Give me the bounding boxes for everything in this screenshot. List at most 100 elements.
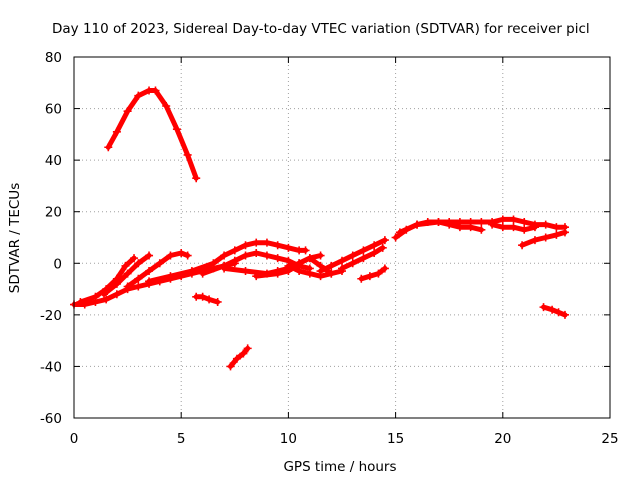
- data-point: [380, 236, 389, 245]
- data-point: [413, 220, 422, 229]
- data-point: [560, 310, 569, 319]
- series-arc-1: [104, 86, 201, 183]
- series-line: [105, 88, 199, 181]
- data-point: [509, 223, 518, 232]
- data-point: [177, 248, 186, 257]
- x-tick-label: 25: [601, 431, 618, 447]
- data-point: [239, 349, 248, 358]
- data-point: [466, 223, 475, 232]
- data-point: [183, 150, 192, 159]
- series-arc-16: [488, 220, 539, 234]
- data-point: [301, 246, 310, 255]
- data-point: [530, 223, 539, 232]
- data-point: [166, 251, 175, 260]
- series-line: [77, 255, 137, 305]
- data-point: [123, 282, 132, 291]
- data-point: [205, 295, 214, 304]
- data-point: [155, 259, 164, 268]
- series-line: [541, 304, 568, 318]
- plot-frame: [73, 56, 611, 419]
- data-point: [220, 251, 229, 260]
- data-point: [123, 107, 132, 116]
- data-point: [112, 290, 121, 299]
- data-point: [166, 272, 175, 281]
- data-point: [273, 269, 282, 278]
- data-point: [230, 246, 239, 255]
- data-point: [455, 223, 464, 232]
- data-point: [130, 254, 139, 263]
- data-point: [213, 297, 222, 306]
- data-point: [539, 303, 548, 312]
- series-arc-6: [145, 238, 310, 286]
- data-point: [209, 259, 218, 268]
- data-point: [509, 215, 518, 224]
- data-point: [162, 101, 171, 110]
- data-point: [102, 295, 111, 304]
- data-point: [378, 243, 387, 252]
- y-tick-label: 60: [45, 102, 62, 118]
- data-point: [316, 251, 325, 260]
- data-point: [145, 277, 154, 286]
- data-point: [541, 233, 550, 242]
- data-point: [348, 251, 357, 260]
- data-layer: [70, 86, 569, 371]
- data-point: [134, 282, 143, 291]
- data-point: [273, 241, 282, 250]
- data-point: [541, 220, 550, 229]
- y-tick-label: -20: [40, 308, 62, 324]
- series-line: [228, 345, 251, 369]
- series-arc-20: [539, 303, 569, 319]
- y-tick-label: 80: [45, 50, 62, 66]
- data-point: [554, 308, 563, 317]
- data-point: [241, 241, 250, 250]
- series-arc-12: [338, 243, 387, 273]
- data-point: [295, 259, 304, 268]
- data-point: [241, 267, 250, 276]
- data-point: [370, 241, 379, 250]
- data-point: [552, 223, 561, 232]
- series-arc-10: [284, 261, 336, 281]
- data-point: [445, 220, 454, 229]
- grid: [74, 57, 610, 418]
- data-point: [391, 233, 400, 242]
- data-point: [121, 261, 130, 270]
- data-point: [145, 251, 154, 260]
- data-point: [220, 264, 229, 273]
- data-point: [151, 86, 160, 95]
- data-point: [273, 254, 282, 263]
- data-point: [518, 241, 527, 250]
- data-point: [357, 274, 366, 283]
- data-point: [134, 274, 143, 283]
- data-point: [232, 354, 241, 363]
- data-point: [145, 267, 154, 276]
- data-point: [112, 279, 121, 288]
- chart-title: Day 110 of 2023, Sidereal Day-to-day VTE…: [52, 21, 590, 37]
- data-point: [252, 272, 261, 281]
- data-point: [305, 269, 314, 278]
- data-point: [192, 174, 201, 183]
- data-point: [327, 261, 336, 270]
- data-point: [380, 264, 389, 273]
- series-arc-13: [357, 264, 389, 283]
- data-point: [359, 254, 368, 263]
- data-point: [104, 143, 113, 152]
- y-tick-label: 0: [53, 256, 62, 272]
- y-tick-label: -60: [40, 411, 62, 427]
- data-point: [338, 256, 346, 265]
- data-point: [327, 269, 336, 278]
- data-point: [498, 223, 507, 232]
- x-tick-label: 20: [494, 431, 511, 447]
- axis-ticks: [73, 56, 611, 419]
- data-point: [316, 267, 325, 276]
- data-point: [434, 218, 443, 227]
- y-tick-label: 40: [45, 153, 62, 169]
- y-axis-label: SDTVAR / TECUs: [7, 183, 23, 293]
- data-point: [100, 290, 109, 299]
- x-axis-label: GPS time / hours: [283, 459, 396, 475]
- data-point: [262, 238, 271, 247]
- data-point: [374, 269, 383, 278]
- data-point: [172, 125, 181, 134]
- data-point: [183, 251, 192, 260]
- series-arc-19: [226, 344, 252, 371]
